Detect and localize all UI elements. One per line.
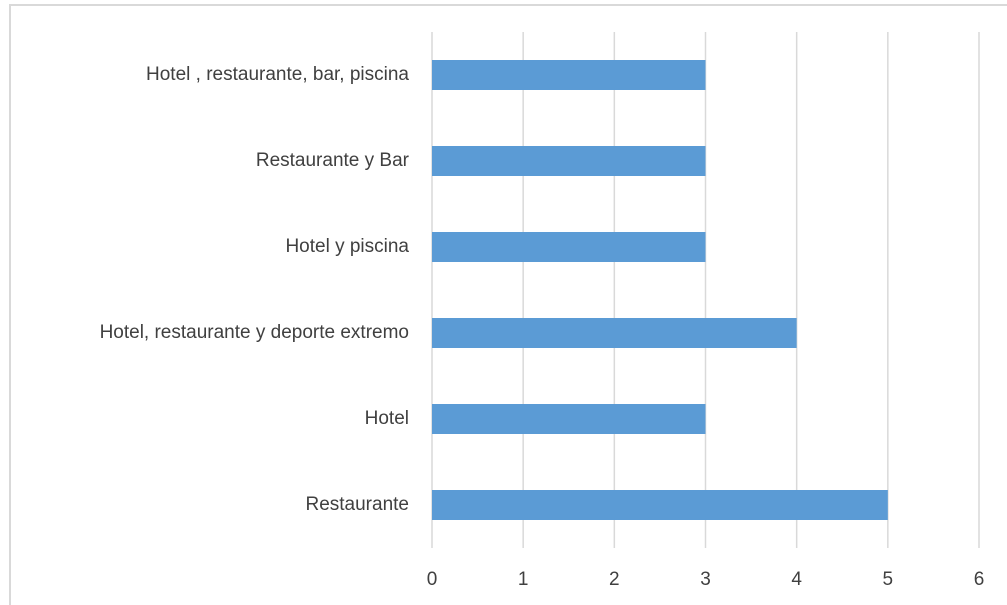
x-tick-label: 1 <box>518 569 529 590</box>
x-tick-label: 5 <box>883 569 894 590</box>
y-tick-label: Hotel y piscina <box>285 236 409 257</box>
x-tick-label: 0 <box>427 569 438 590</box>
y-tick-label: Hotel , restaurante, bar, piscina <box>146 64 409 85</box>
bar <box>432 404 706 434</box>
bar <box>432 146 706 176</box>
y-tick-label: Restaurante <box>305 494 409 515</box>
y-tick-label: Hotel, restaurante y deporte extremo <box>100 322 409 343</box>
bar <box>432 60 706 90</box>
bar <box>432 490 888 520</box>
x-tick-label: 3 <box>700 569 711 590</box>
chart-frame <box>9 4 1007 605</box>
bar <box>432 318 797 348</box>
bar <box>432 232 706 262</box>
y-tick-label: Restaurante y Bar <box>256 150 410 171</box>
x-tick-label: 4 <box>791 569 802 590</box>
x-tick-label: 6 <box>974 569 985 590</box>
x-tick-label: 2 <box>609 569 620 590</box>
y-tick-label: Hotel <box>365 408 409 429</box>
